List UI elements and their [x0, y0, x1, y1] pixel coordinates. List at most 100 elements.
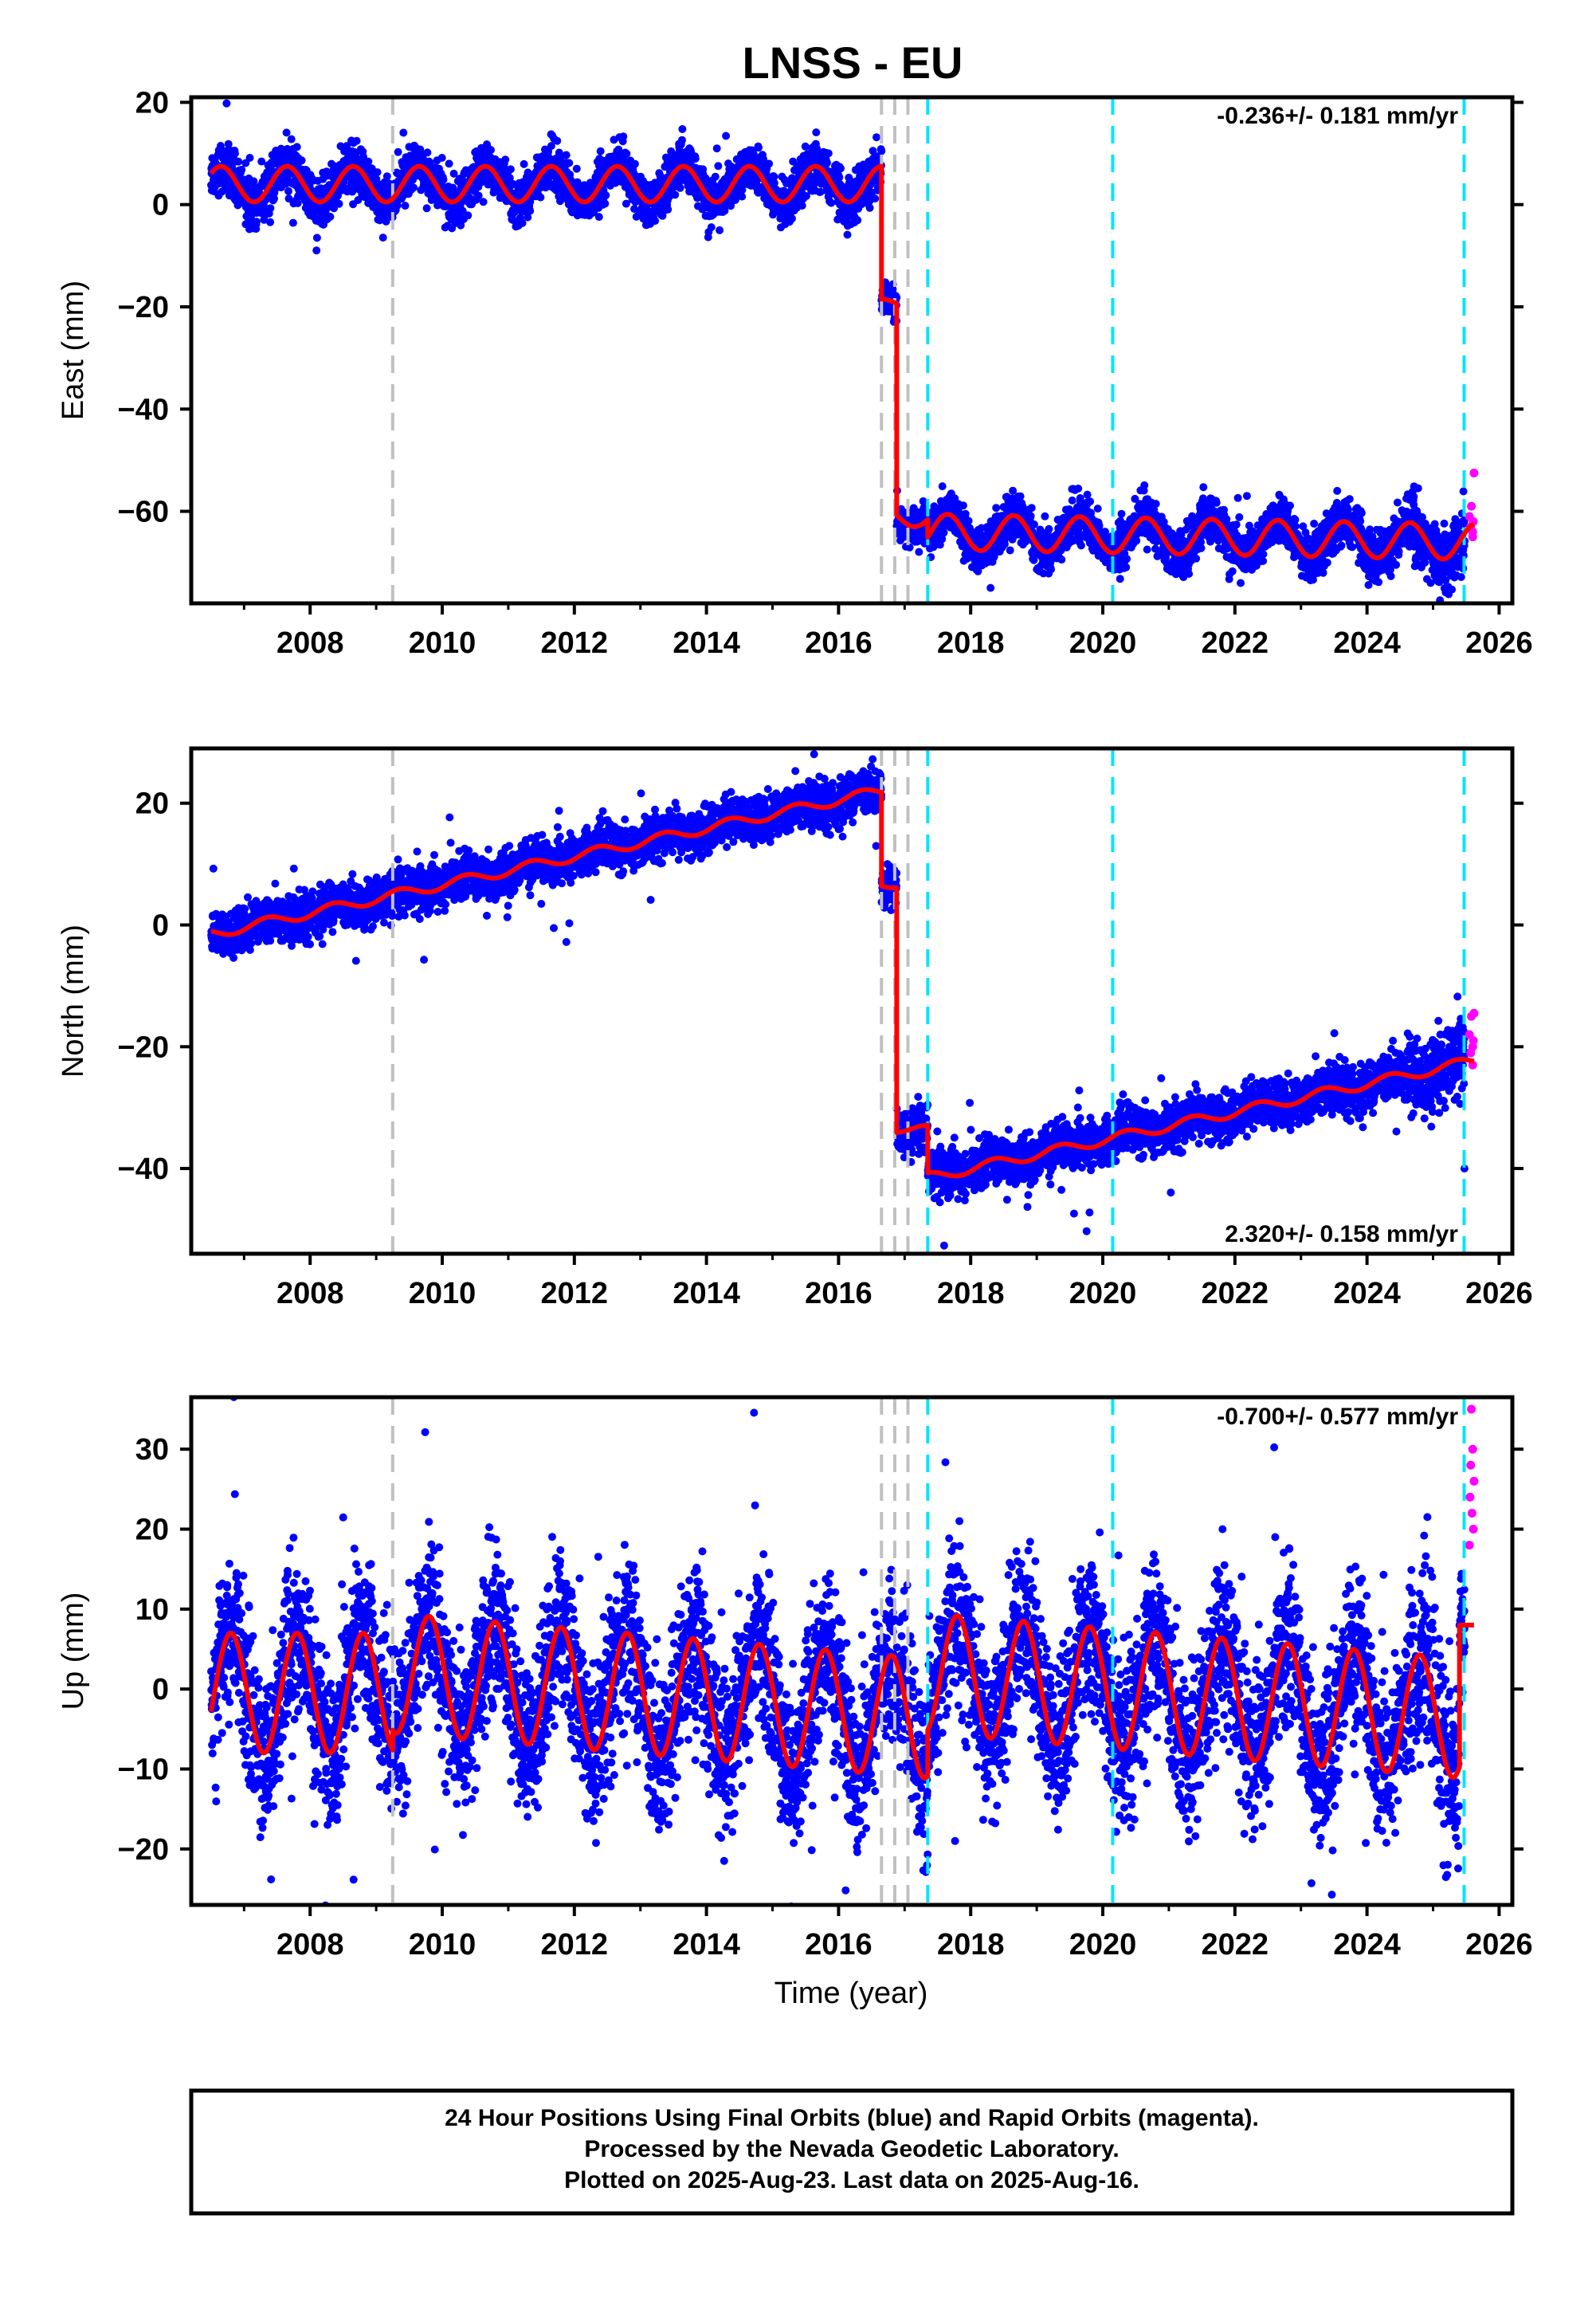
final-orbit-point [986, 583, 995, 592]
final-orbit-point [1026, 512, 1035, 520]
final-orbit-point [572, 164, 581, 173]
final-orbit-point [372, 175, 381, 183]
final-orbit-point [596, 147, 605, 155]
final-orbit-point [422, 204, 431, 213]
final-orbit-point [382, 217, 390, 226]
final-orbit-point [853, 216, 862, 225]
final-orbit-point [1185, 570, 1194, 578]
final-orbit-point [827, 198, 836, 207]
final-orbit-point [520, 159, 528, 168]
final-orbit-point [524, 213, 532, 222]
final-orbit-point [1083, 490, 1092, 499]
final-orbit-point [788, 214, 796, 223]
final-orbit-point [364, 157, 373, 166]
final-orbit-point [312, 246, 321, 255]
final-orbit-point [518, 218, 527, 227]
final-orbit-point [959, 501, 967, 510]
final-orbit-point [938, 482, 947, 491]
final-orbit-point [915, 548, 923, 556]
final-orbit-point [601, 199, 610, 208]
final-orbit-point [1197, 544, 1206, 552]
final-orbit-point [765, 159, 774, 168]
final-orbit-point [352, 136, 361, 145]
final-orbit-point [288, 218, 297, 227]
final-orbit-point [678, 125, 687, 133]
final-orbit-point [284, 187, 292, 195]
final-orbit-point [1047, 565, 1055, 574]
final-orbit-point [961, 509, 970, 518]
final-orbit-point [678, 135, 686, 144]
final-orbit-point [562, 151, 571, 159]
final-orbit-point [602, 191, 610, 199]
final-orbit-point [335, 199, 343, 208]
final-orbit-point [722, 132, 731, 140]
final-orbit-point [755, 143, 763, 152]
final-orbit-point [479, 198, 488, 206]
final-orbit-point [222, 99, 231, 108]
final-orbit-point [651, 217, 660, 226]
final-orbit-point [359, 152, 367, 161]
final-orbit-point [877, 147, 886, 155]
final-orbit-point [1076, 541, 1085, 550]
final-orbit-point [1045, 524, 1053, 533]
final-orbit-point [714, 162, 723, 171]
final-orbit-point [1198, 494, 1207, 503]
final-orbit-point [270, 194, 278, 203]
final-orbit-point [837, 164, 845, 173]
final-orbit-point [1000, 540, 1009, 548]
final-orbit-point [1057, 556, 1066, 564]
final-orbit-point [664, 205, 673, 214]
final-orbit-point [292, 143, 301, 151]
final-orbit-point [423, 148, 432, 157]
final-orbit-point [1086, 497, 1095, 506]
final-orbit-point [1122, 563, 1131, 571]
final-orbit-point [1027, 504, 1036, 512]
final-orbit-point [1123, 555, 1131, 564]
final-orbit-points [207, 99, 1469, 603]
final-orbit-point [671, 190, 680, 199]
final-orbit-point [964, 516, 973, 525]
final-orbit-point [824, 149, 833, 158]
final-orbit-point [343, 142, 351, 151]
final-orbit-point [234, 157, 243, 166]
final-orbit-point [224, 139, 233, 148]
final-orbit-point [992, 504, 1001, 512]
final-orbit-point [266, 204, 275, 213]
final-orbit-point [873, 133, 880, 142]
final-orbit-point [297, 156, 306, 165]
final-orbit-point [282, 179, 291, 188]
final-orbit-point [1199, 483, 1208, 492]
final-orbit-point [812, 128, 821, 137]
final-orbit-point [716, 226, 724, 234]
final-orbit-point [1116, 575, 1124, 583]
final-orbit-point [326, 212, 335, 221]
final-orbit-point [871, 194, 880, 203]
final-orbit-point [630, 159, 639, 168]
final-orbit-point [619, 132, 628, 141]
final-orbit-point [843, 230, 852, 239]
final-orbit-point [1093, 505, 1102, 513]
final-orbit-point [505, 174, 514, 183]
final-orbit-point [865, 203, 874, 212]
final-orbit-point [312, 234, 321, 242]
final-orbit-point [252, 218, 261, 226]
final-orbit-point [1016, 492, 1025, 501]
final-orbit-point [439, 175, 448, 184]
final-orbit-point [474, 191, 483, 200]
final-orbit-point [1143, 545, 1151, 554]
final-orbit-point [1192, 554, 1201, 563]
final-orbit-point [622, 149, 631, 158]
final-orbit-point [501, 155, 510, 164]
final-orbit-point [378, 234, 387, 242]
final-orbit-point [1151, 500, 1160, 509]
final-orbit-point [287, 135, 296, 143]
final-orbit-point [245, 154, 254, 162]
final-orbit-point [526, 206, 535, 215]
final-orbit-point [707, 223, 716, 232]
final-orbit-point [691, 155, 700, 163]
final-orbit-point [1132, 536, 1141, 545]
final-orbit-point [594, 213, 603, 222]
final-orbit-point [457, 221, 465, 230]
final-orbit-point [487, 146, 495, 155]
